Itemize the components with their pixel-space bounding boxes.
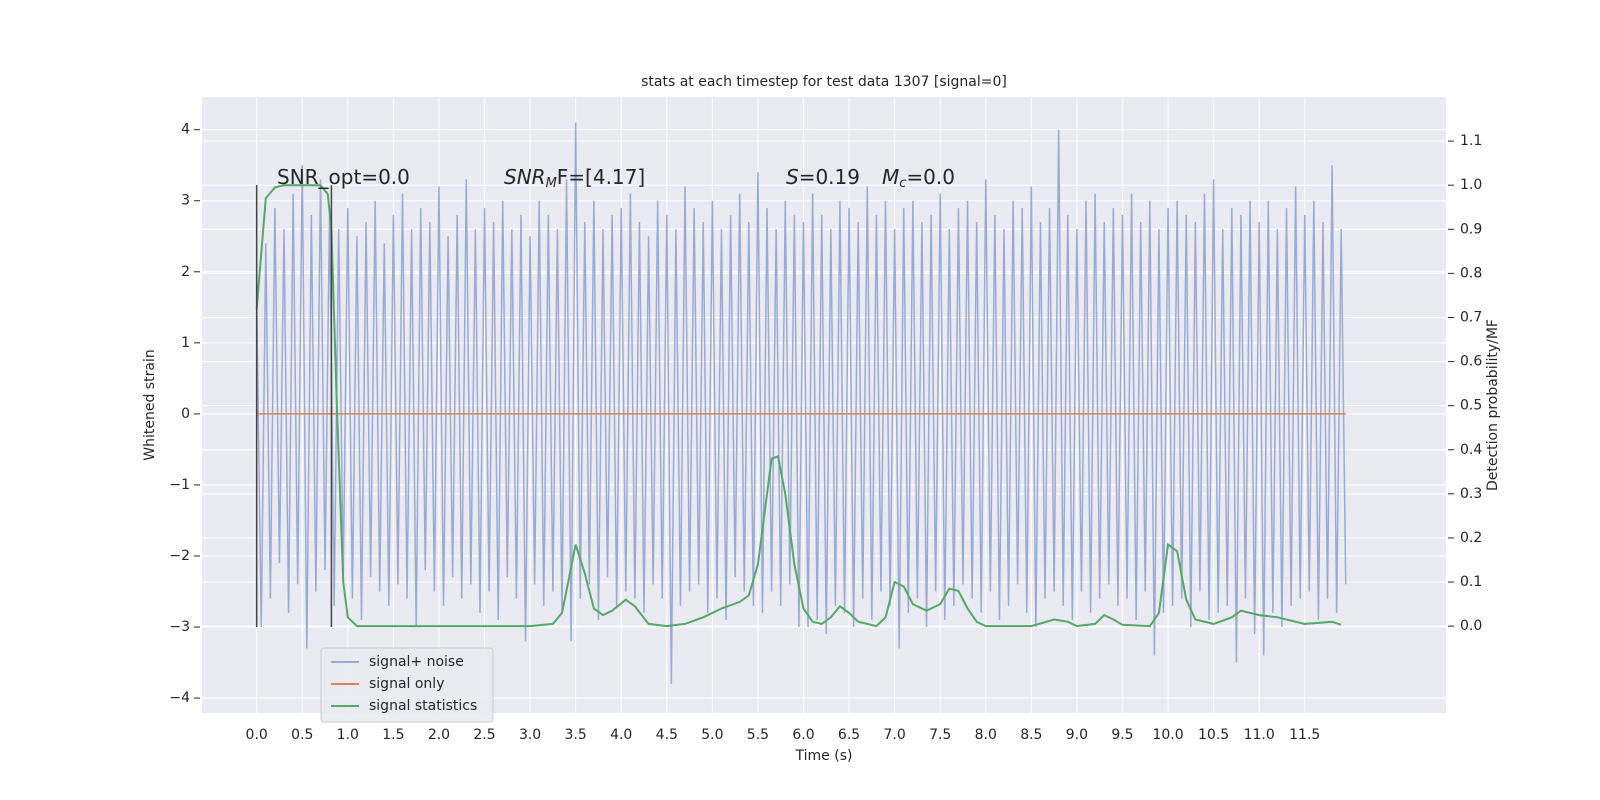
x-tick-label: 7.5 (929, 727, 951, 743)
y-axis-label: Whitened strain (142, 349, 158, 460)
y-tick-label: −3 (169, 619, 190, 635)
y2-tick-label: 1.1 (1460, 133, 1482, 149)
x-tick-label: 4.0 (610, 727, 632, 743)
y2-tick-label: 0.6 (1460, 354, 1482, 370)
x-tick-label: 10.5 (1198, 727, 1229, 743)
legend-label: signal statistics (369, 698, 477, 714)
x-tick-label: 7.0 (883, 727, 905, 743)
x-tick-label: 1.0 (337, 727, 359, 743)
annotation-symbol: SNR (504, 165, 546, 189)
y2-tick-label: 0.8 (1460, 265, 1482, 281)
x-tick-label: 9.5 (1111, 727, 1133, 743)
legend: signal+ noise signal only signal statistic… (320, 647, 494, 723)
x-tick-label: 8.5 (1020, 727, 1042, 743)
annotation-text: =0.0 (906, 165, 955, 189)
annotation-symbol: M (882, 165, 899, 189)
y-tick-label: −2 (169, 548, 190, 564)
legend-label: signal only (369, 676, 444, 692)
x-tick-label: 9.0 (1066, 727, 1088, 743)
y2-tick-label: 0.4 (1460, 442, 1482, 458)
annotation: S=0.19 (786, 165, 860, 189)
x-tick-label: 3.5 (565, 727, 587, 743)
y-tick-label: −4 (169, 690, 190, 706)
annotation-subscript: M (546, 176, 557, 191)
y-tick-label: 0 (181, 406, 190, 422)
x-tick-label: 0.5 (291, 727, 313, 743)
y2-tick-label: 0.3 (1460, 486, 1482, 502)
series-line (255, 184, 1342, 628)
x-tick-label: 11.5 (1289, 727, 1320, 743)
y-tick-label: 1 (181, 335, 190, 351)
x-tick-label: 1.5 (382, 727, 404, 743)
annotation-text: F=[4.17] (557, 165, 645, 189)
x-tick-label: 4.5 (656, 727, 678, 743)
y2-tick-label: 1.0 (1460, 177, 1482, 193)
x-tick-label: 8.0 (975, 727, 997, 743)
y2-tick-label: 0.9 (1460, 221, 1482, 237)
legend-box (320, 647, 494, 723)
annotation-subscript: c (899, 176, 906, 191)
y-tick-label: −1 (169, 477, 190, 493)
y-tick-label: 2 (181, 264, 190, 280)
y2-axis-label: Detection probability/MF (1485, 319, 1501, 491)
x-tick-label: 2.0 (428, 727, 450, 743)
annotation: SNRMF=[4.17] (504, 165, 645, 191)
x-tick-label: 6.5 (838, 727, 860, 743)
legend-label: signal+ noise (369, 654, 464, 670)
y-tick-label: 4 (181, 122, 190, 138)
y-tick-label: 3 (181, 193, 190, 209)
x-tick-label: 5.5 (747, 727, 769, 743)
series-line (255, 122, 1347, 684)
annotation-text: =0.19 (799, 165, 860, 189)
y2-tick-label: 0.0 (1460, 618, 1482, 634)
annotation: SNR_opt=0.0 (277, 165, 410, 189)
x-tick-label: 5.0 (701, 727, 723, 743)
y2-tick-label: 0.1 (1460, 574, 1482, 590)
x-tick-label: 11.0 (1244, 727, 1275, 743)
y2-tick-label: 0.2 (1460, 530, 1482, 546)
chart-title: stats at each timestep for test data 130… (641, 74, 1007, 90)
x-tick-label: 10.0 (1152, 727, 1183, 743)
annotation-text: SNR_opt=0.0 (277, 165, 410, 189)
annotation: Mc=0.0 (882, 165, 955, 191)
y2-tick-label: 0.7 (1460, 309, 1482, 325)
x-tick-label: 2.5 (473, 727, 495, 743)
annotation-symbol: S (786, 165, 799, 189)
x-axis-label: Time (s) (795, 748, 853, 764)
y2-tick-label: 0.5 (1460, 398, 1482, 414)
x-tick-label: 6.0 (792, 727, 814, 743)
x-tick-label: 3.0 (519, 727, 541, 743)
x-tick-label: 0.0 (246, 727, 268, 743)
